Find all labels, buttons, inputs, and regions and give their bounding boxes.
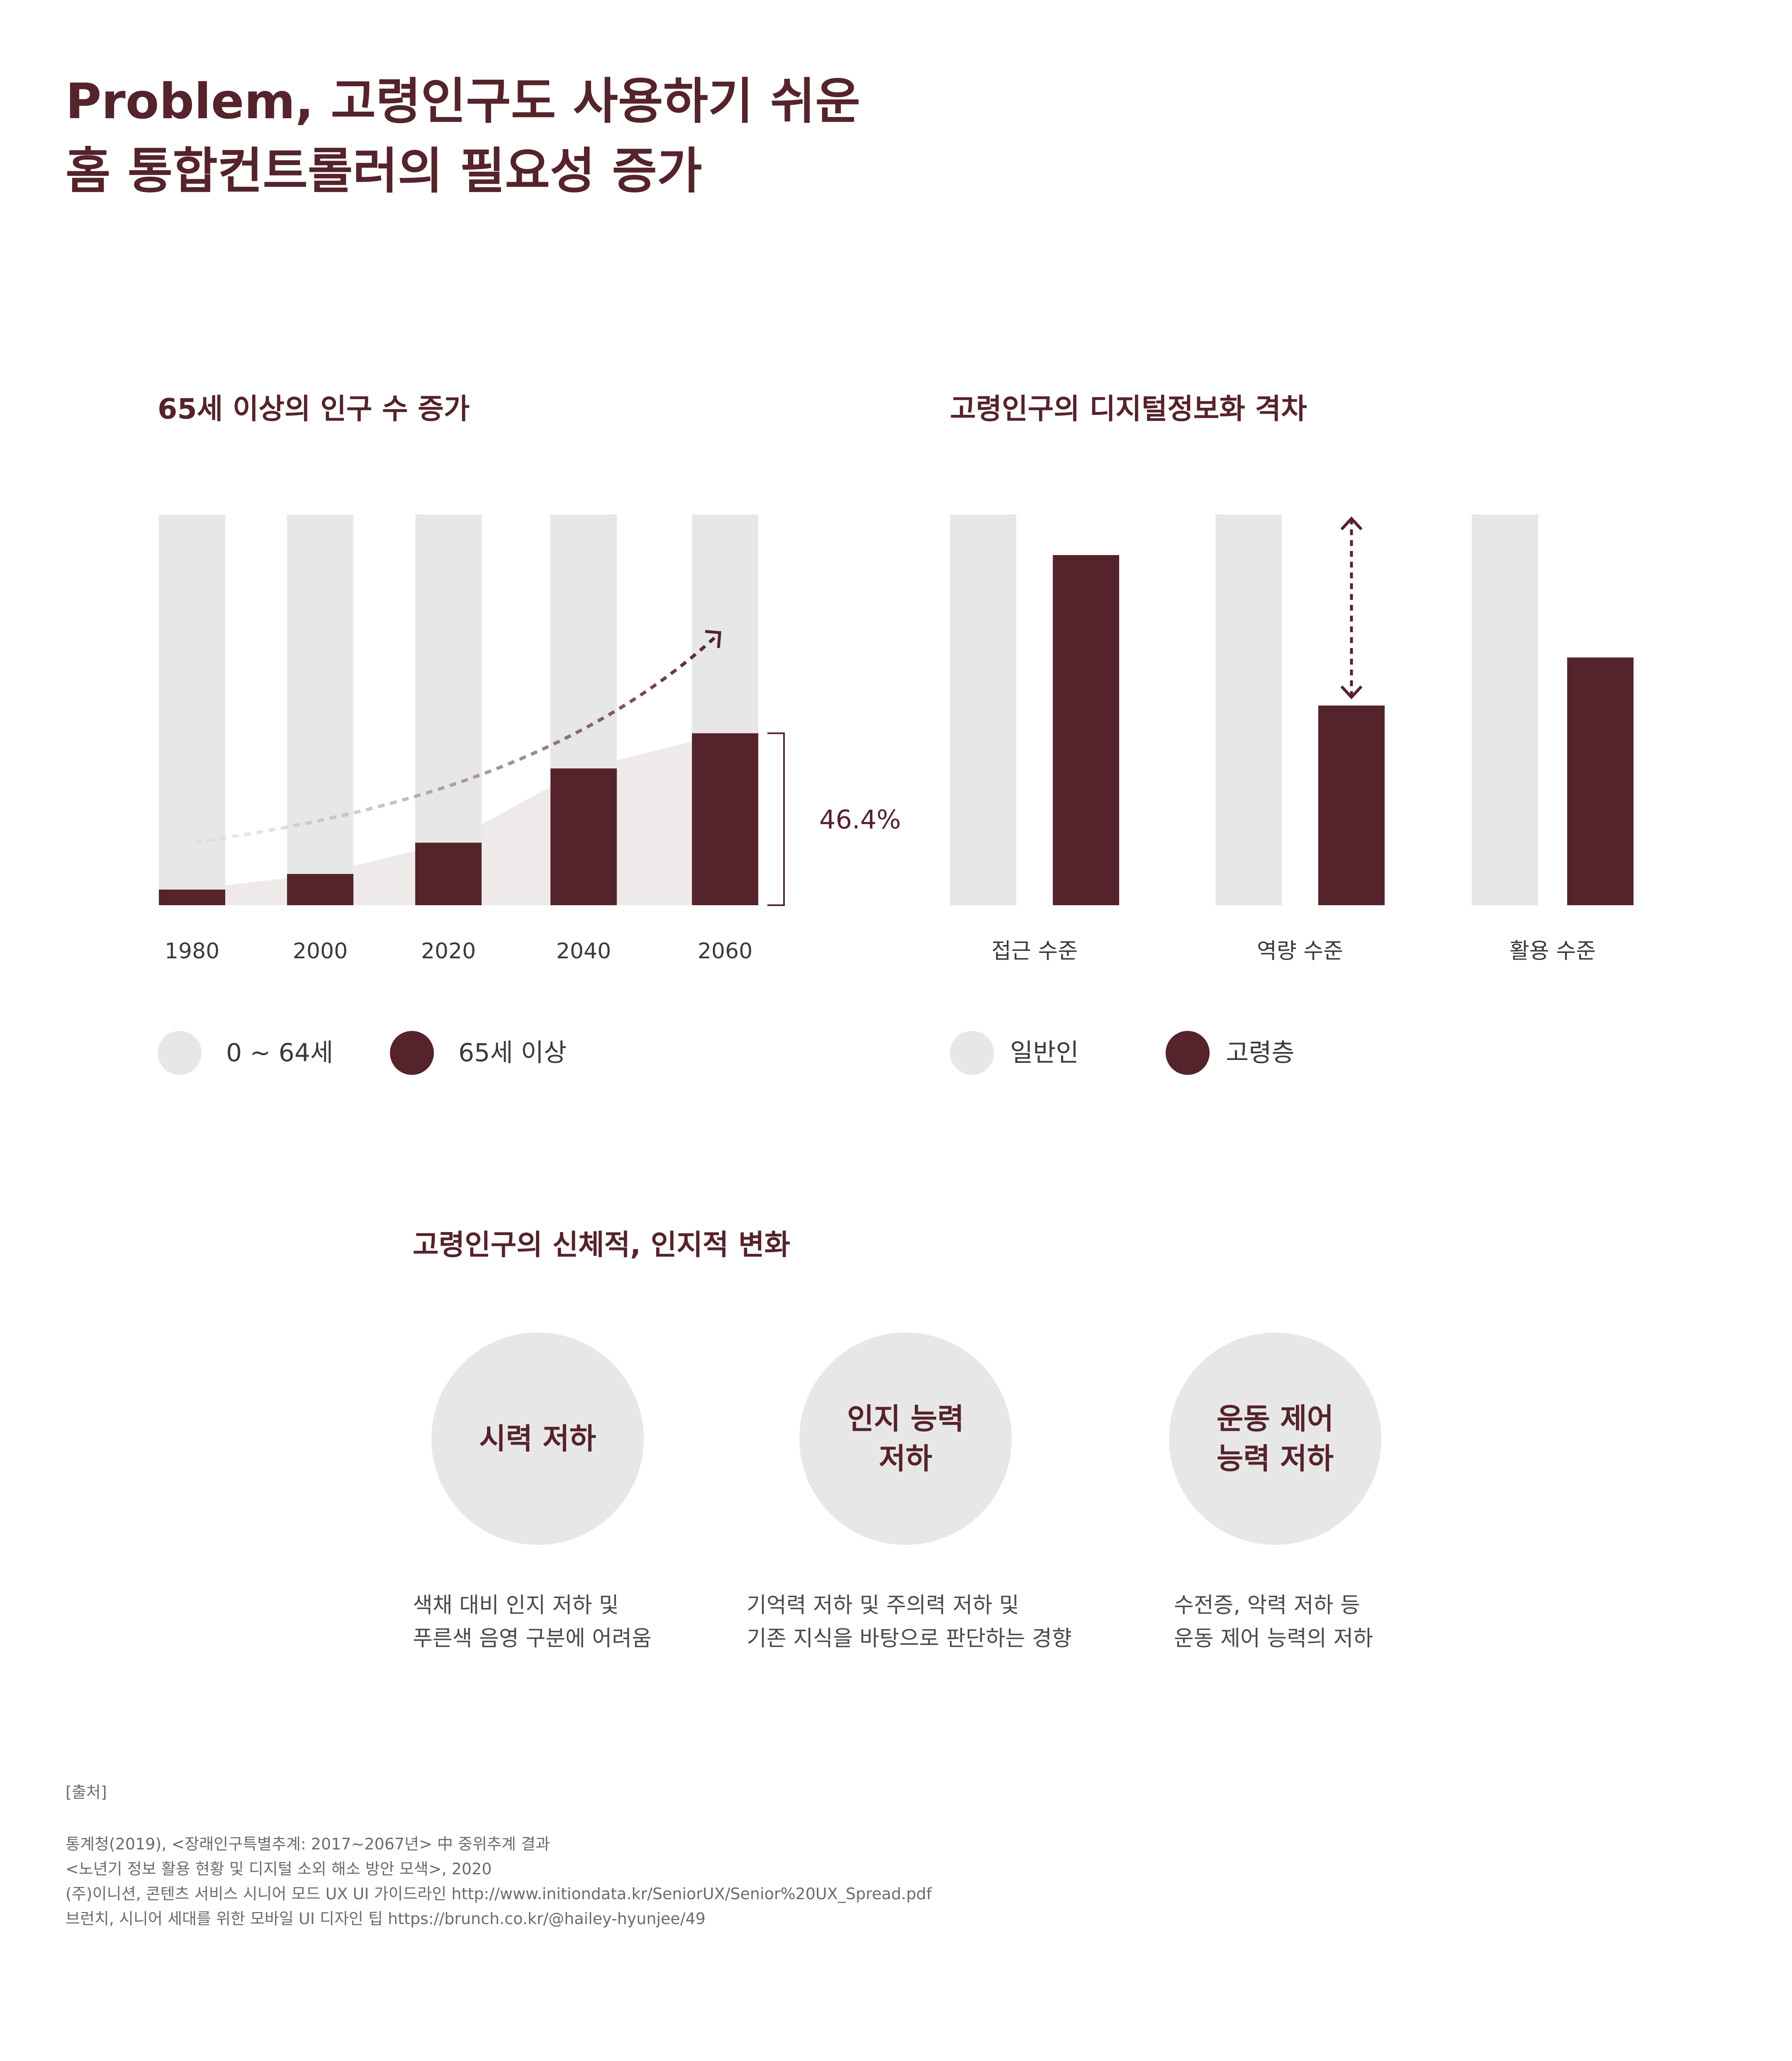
bar-senior-2 [1567,657,1634,905]
page-title-line-1: Problem, 고령인구도 사용하기 쉬운 [66,73,860,130]
population-chart: 1980 2000 2020 2040 2060 46.4% [159,514,901,964]
legend-label-0-64: 0 ~ 64세 [226,1038,334,1067]
x-tick-label: 2000 [293,939,348,964]
x-tick-label: 2040 [556,939,611,964]
x-tick-label: 역량 수준 [1257,939,1343,964]
x-tick-label: 2020 [421,939,476,964]
bar-senior-1 [1318,705,1385,905]
sources-list: 통계청(2019), <장래인구특별추계: 2017~2067년> 中 중위추계… [66,1832,932,1931]
bar-0-64-2020 [415,514,482,905]
source-line: (주)이니션, 콘텐츠 서비스 시니어 모드 UX UI 가이드라인 http:… [66,1885,932,1903]
sources-heading: [출처] [66,1783,107,1801]
x-tick-label: 접근 수준 [991,939,1078,964]
legend-swatch-0-64 [158,1031,202,1075]
cognitive-decline-circle: 인지 능력 저하 [799,1333,1012,1545]
bar-65-plus-2000 [287,874,353,905]
motor-decline-circle: 운동 제어 능력 저하 [1169,1333,1381,1545]
cognitive-decline-desc: 기억력 저하 및 주의력 저하 및 기존 지식을 바탕으로 판단하는 경향 [747,1593,1072,1651]
vision-decline-label: 시력 저하 [479,1422,596,1456]
vision-decline-desc: 색채 대비 인지 저하 및 푸른색 음영 구분에 어려움 [413,1593,652,1651]
bar-65-plus-2060 [692,733,758,905]
bar-general-0 [950,514,1016,905]
bar-65-plus-2020 [415,843,482,905]
legend-swatch-general [950,1031,994,1075]
chart2-title: 고령인구의 디지털정보화 격차 [950,393,1307,426]
bar-0-64-1980 [159,514,225,905]
page-title: Problem, 고령인구도 사용하기 쉬운 홈 통합컨트롤러의 필요성 증가 [66,66,860,206]
chart1-title: 65세 이상의 인구 수 증가 [158,393,470,426]
motor-decline-desc: 수전증, 악력 저하 등 운동 제어 능력의 저하 [1174,1593,1373,1651]
legend-swatch-senior [1166,1031,1210,1075]
bar-general-1 [1215,514,1282,905]
gap-arrow-head-top [1340,516,1363,531]
x-tick-label: 활용 수준 [1510,939,1596,964]
bar-senior-0 [1053,555,1119,905]
legend-label-65-plus: 65세 이상 [458,1038,567,1067]
bar-65-plus-2040 [550,768,617,905]
source-line: 통계청(2019), <장래인구특별추계: 2017~2067년> 中 중위추계… [66,1835,550,1853]
bar-general-2 [1472,514,1538,905]
bar-65-plus-1980 [159,889,225,905]
share-annotation: 46.4% [819,804,901,835]
vision-decline-circle: 시력 저하 [431,1333,644,1545]
legend-label-general: 일반인 [1010,1038,1079,1067]
source-line: <노년기 정보 활용 현황 및 디지털 소외 해소 방안 모색>, 2020 [66,1860,492,1878]
digital-gap-chart: 접근 수준 역량 수준 활용 수준 [950,514,1634,964]
trend-arrow-head [705,630,721,648]
motor-decline-label: 운동 제어 능력 저하 [1217,1402,1334,1476]
cognitive-decline-label: 인지 능력 저하 [847,1402,964,1476]
changes-section-title: 고령인구의 신체적, 인지적 변화 [413,1229,791,1262]
legend-swatch-65-plus [390,1031,434,1075]
bar-0-64-2000 [287,514,353,905]
page-title-line-2: 홈 통합컨트롤러의 필요성 증가 [66,142,702,200]
x-tick-label: 1980 [165,939,219,964]
x-tick-label: 2060 [698,939,752,964]
gap-arrow-head-bottom [1340,685,1363,699]
legend-label-senior: 고령층 [1226,1038,1295,1067]
source-line: 브런치, 시니어 세대를 위한 모바일 UI 디자인 팁 https://bru… [66,1910,706,1928]
share-bracket [767,732,785,906]
